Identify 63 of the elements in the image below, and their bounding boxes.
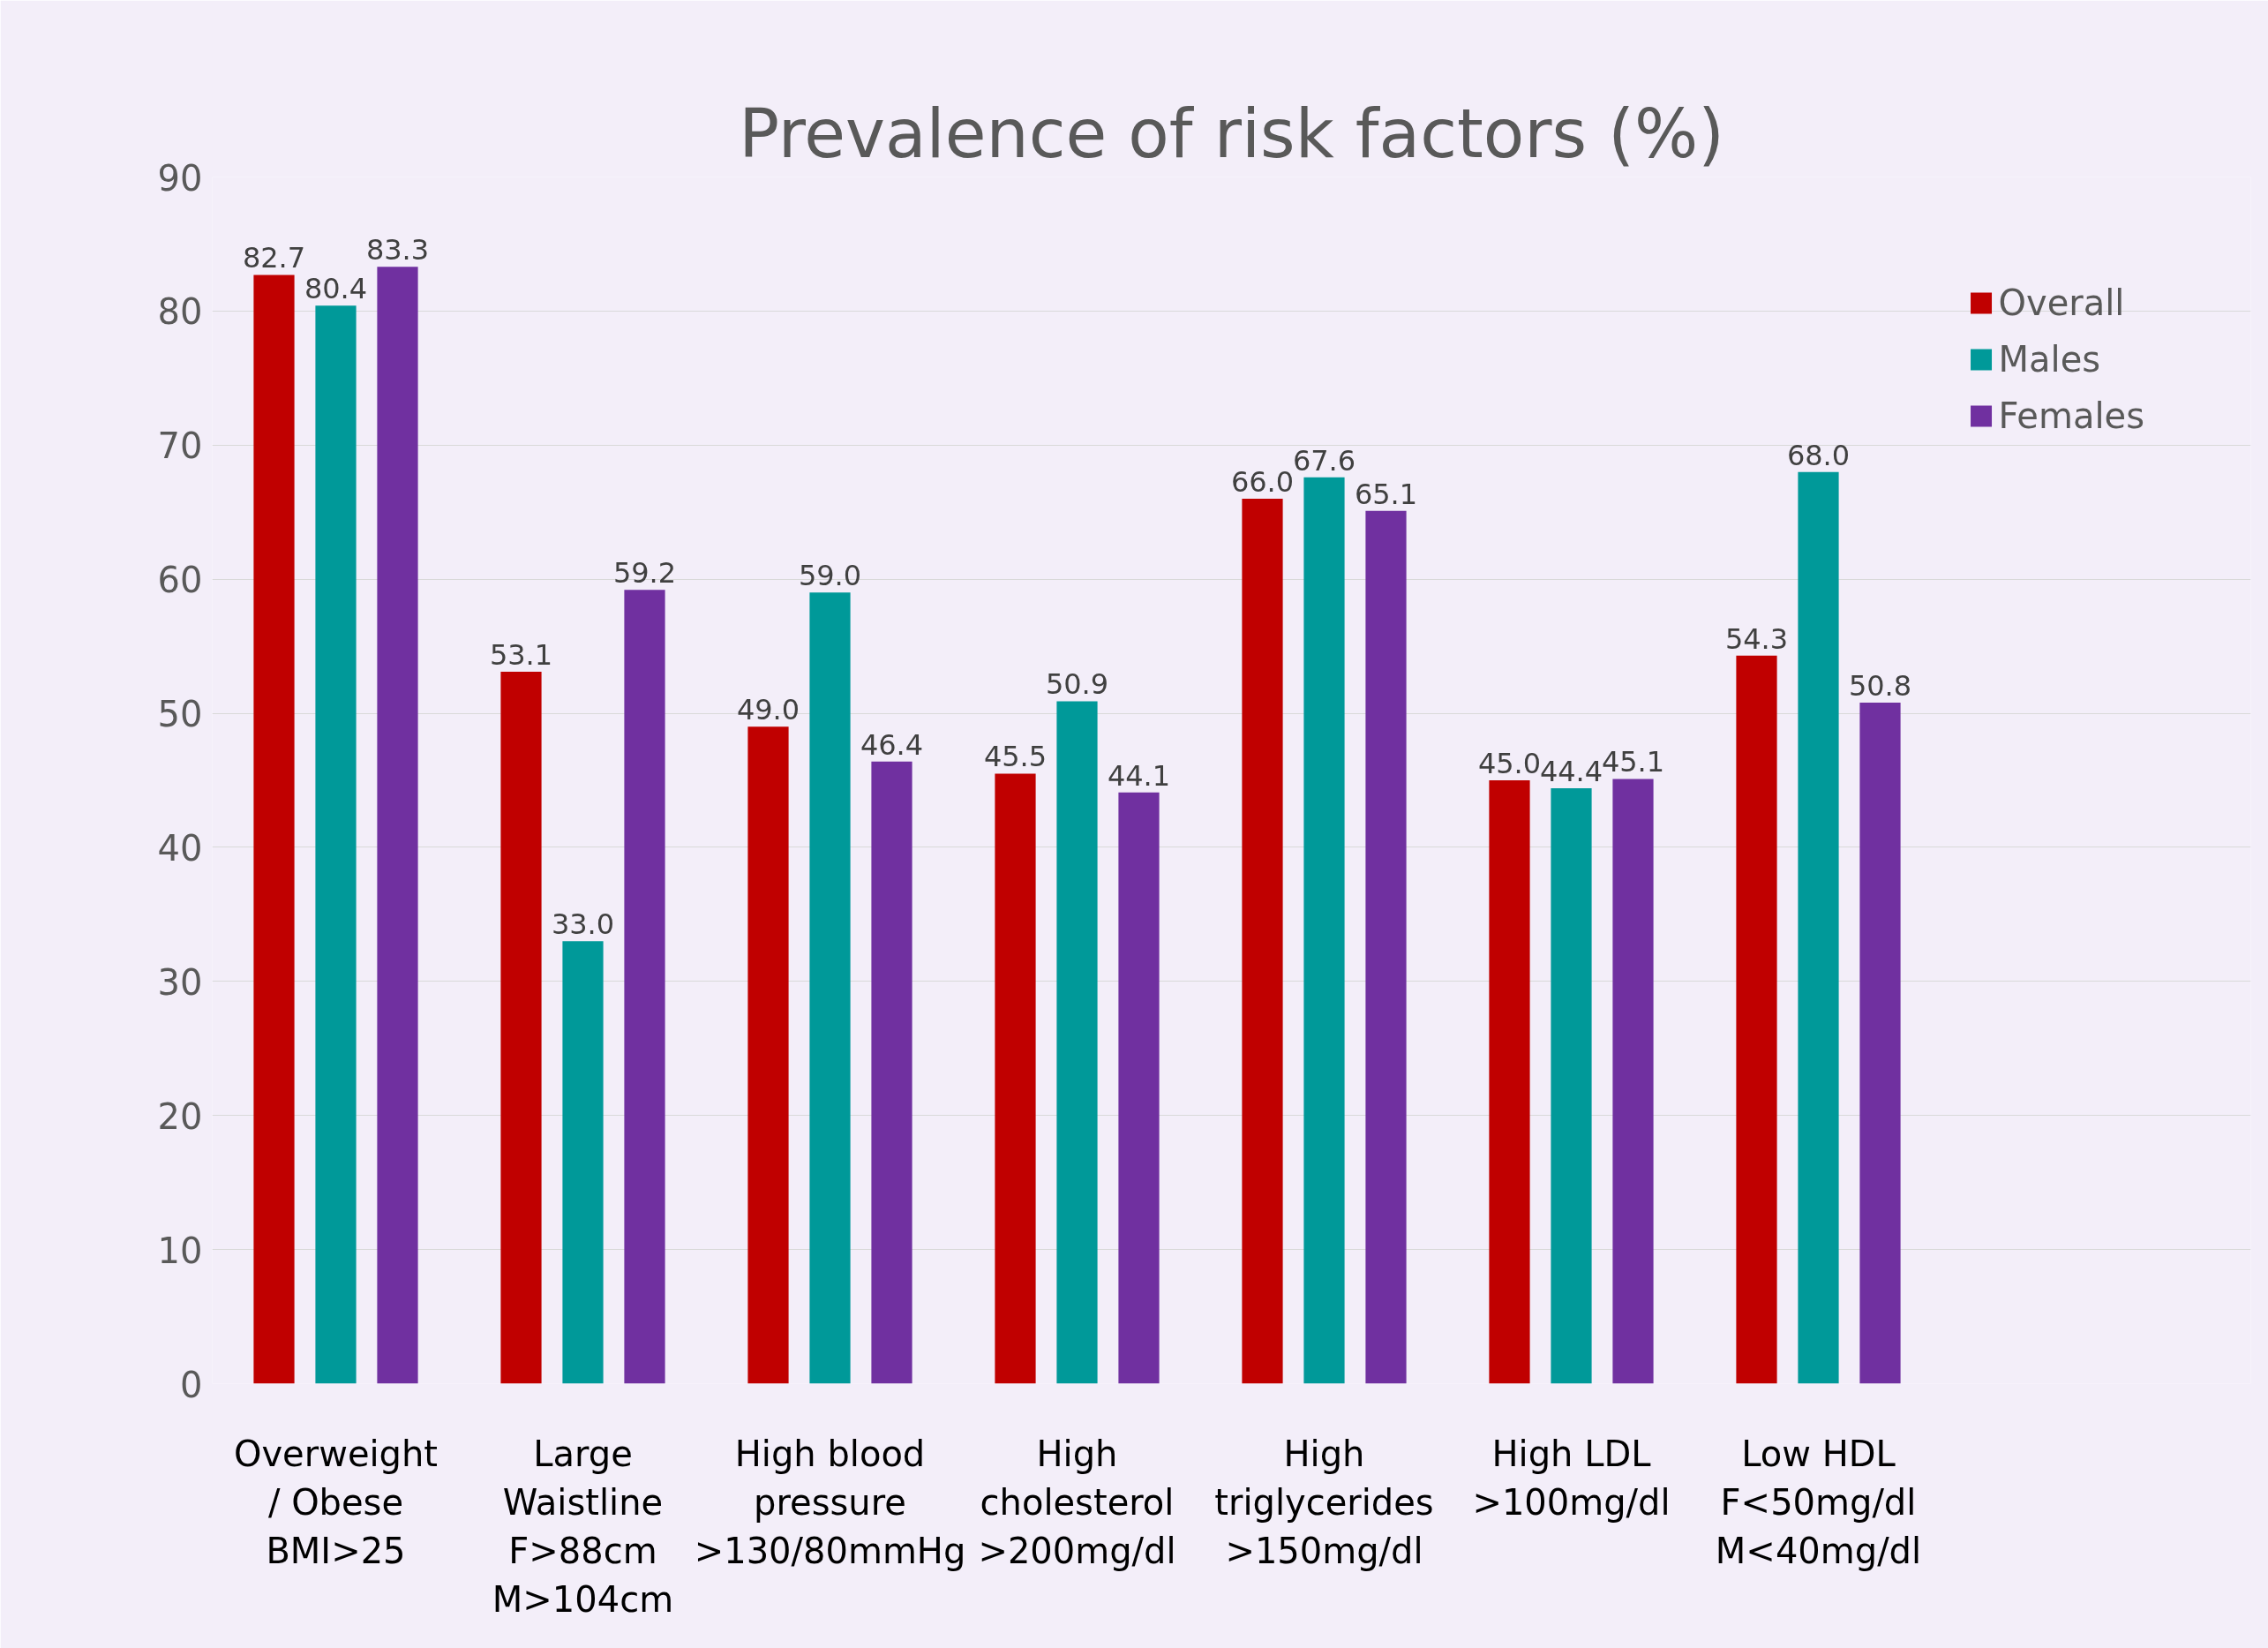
x-tick-label: High blood pressure >130/80mmHg [694, 1433, 966, 1571]
y-tick-label: 40 [157, 827, 203, 869]
data-label: 66.0 [1230, 465, 1295, 500]
x-tick-label: Low HDL F<50mg/dl M<40mg/dl [1715, 1433, 1922, 1571]
y-tick-label: 30 [157, 961, 203, 1003]
data-label: 59.0 [798, 559, 862, 593]
bar [1303, 477, 1345, 1384]
bar [995, 773, 1036, 1384]
data-label: 53.1 [489, 637, 553, 672]
data-label: 54.3 [1724, 621, 1789, 656]
chart-title: Prevalence of risk factors (%) [739, 94, 1724, 173]
x-tick-label: High triglycerides >150mg/dl [1214, 1433, 1434, 1571]
bar [500, 671, 542, 1384]
y-tick-label: 70 [157, 425, 203, 467]
bar [315, 305, 357, 1384]
y-tick-label: 10 [157, 1230, 203, 1271]
bar [377, 267, 418, 1384]
data-label: 67.6 [1292, 443, 1356, 478]
bar [1612, 779, 1654, 1384]
data-label: 44.4 [1539, 755, 1603, 789]
y-tick-label: 90 [157, 157, 203, 199]
data-label: 46.4 [860, 727, 924, 762]
bar [1118, 792, 1160, 1384]
data-label: 80.4 [304, 272, 368, 306]
bar [809, 592, 851, 1384]
legend-label: Overall [1998, 282, 2125, 323]
y-tick-label: 20 [157, 1095, 203, 1137]
data-label: 45.0 [1477, 747, 1542, 780]
data-label: 59.2 [612, 556, 677, 591]
x-tick-label: Large Waistline F>88cm M>104cm [492, 1433, 674, 1621]
bar [624, 590, 665, 1384]
bar [1736, 655, 1777, 1384]
data-label: 83.3 [365, 233, 430, 267]
bar [1859, 702, 1901, 1384]
data-label: 65.1 [1354, 477, 1418, 511]
data-label: 49.0 [736, 693, 800, 727]
data-label: 50.9 [1045, 667, 1109, 702]
y-tick-label: 60 [157, 560, 203, 601]
bar [871, 761, 912, 1384]
data-label: 45.1 [1601, 745, 1665, 779]
data-label: 82.7 [242, 241, 306, 275]
x-tick-label: High LDL >100mg/dl [1472, 1433, 1671, 1523]
bar [747, 726, 789, 1384]
data-label: 50.8 [1848, 668, 1912, 703]
data-label: 68.0 [1786, 438, 1851, 472]
bar [1489, 780, 1530, 1384]
bar [1242, 499, 1283, 1384]
y-tick-label: 80 [157, 291, 203, 333]
bar [1551, 788, 1592, 1384]
legend-label: Males [1998, 339, 2101, 380]
legend-label: Females [1998, 395, 2144, 436]
data-label: 45.5 [983, 740, 1048, 774]
x-tick-label: High cholesterol >200mg/dl [978, 1433, 1176, 1571]
y-tick-label: 0 [180, 1364, 203, 1405]
bar [253, 275, 295, 1384]
data-label: 44.1 [1107, 758, 1171, 793]
bar [1056, 701, 1098, 1384]
x-tick-label: Overweight / Obese BMI>25 [233, 1433, 439, 1571]
bar [1365, 510, 1407, 1384]
bar [562, 941, 604, 1384]
bar [1798, 471, 1839, 1384]
y-tick-label: 50 [157, 694, 203, 735]
data-label: 33.0 [551, 907, 615, 942]
